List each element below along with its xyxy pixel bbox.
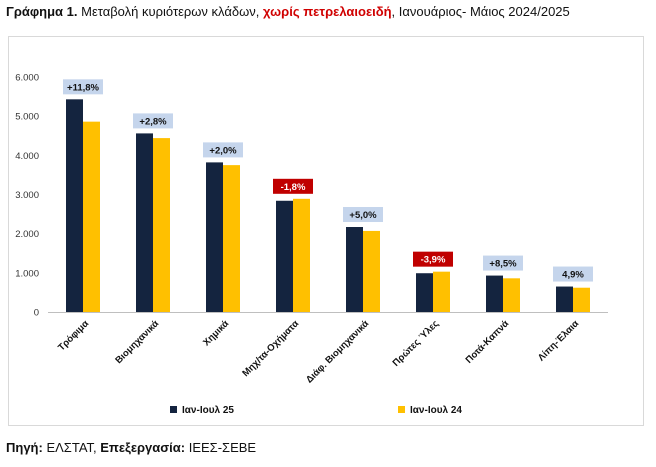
source-note: Πηγή: ΕΛΣΤΑΤ, Επεξεργασία: ΙΕΕΣ-ΣΕΒΕ	[6, 440, 256, 455]
bar-series2	[153, 138, 170, 312]
change-label: +8,5%	[489, 259, 517, 270]
bar-series2	[293, 198, 310, 312]
change-label: +2,0%	[209, 145, 237, 156]
chart-title-period: , Ιανουάριος- Μάιος 2024/2025	[391, 4, 570, 19]
bar-series1	[346, 227, 363, 312]
bar-series2	[503, 278, 520, 312]
y-tick-label: 0	[34, 308, 39, 319]
category-label: Βιομηχανικά	[113, 318, 161, 366]
bar-series1	[556, 286, 573, 312]
legend-label-series2: Ιαν-Ιουλ 24	[410, 405, 462, 416]
y-tick-label: 4.000	[15, 151, 39, 162]
category-label: Τρόφιμα	[56, 318, 91, 353]
y-tick-label: 6.000	[15, 73, 39, 84]
change-label-box	[553, 266, 593, 282]
chart-title-highlight: χωρίς πετρελαιοειδή	[262, 4, 392, 19]
bar-series2	[433, 271, 450, 312]
bar-series1	[136, 133, 153, 312]
y-tick-label: 1.000	[15, 268, 39, 279]
bar-series1	[486, 275, 503, 312]
bar-series1	[66, 99, 83, 312]
source-value: ΕΛΣΤΑΤ,	[42, 440, 101, 455]
category-label: Χημικά	[201, 318, 231, 348]
bar-series2	[573, 287, 590, 312]
source-label: Πηγή:	[6, 440, 43, 455]
change-label: +11,8%	[67, 82, 100, 93]
processing-label: Επεξεργασία:	[100, 440, 186, 455]
change-label: -3,9%	[421, 255, 446, 266]
category-label: Λίπη-Έλαια	[536, 318, 581, 363]
processing-value: ΙΕΕΣ-ΣΕΒΕ	[185, 440, 257, 455]
change-label: +2,8%	[139, 116, 167, 127]
change-label-box	[133, 113, 173, 129]
legend-label-series1: Ιαν-Ιουλ 25	[182, 405, 234, 416]
change-label: +5,0%	[349, 210, 377, 221]
chart-title-text: Μεταβολή κυριότερων κλάδων,	[77, 4, 263, 19]
change-label-box	[413, 251, 453, 267]
change-label-box	[63, 79, 103, 95]
change-label-box	[273, 178, 313, 194]
category-label: Μηχ/τα-Οχήματα	[240, 318, 301, 379]
change-label-box	[203, 142, 243, 158]
category-label: Διάφ. Βιομηχανικά	[304, 318, 371, 385]
bar-series1	[276, 200, 293, 312]
y-tick-label: 5.000	[15, 112, 39, 123]
chart-title: Γράφημα 1. Μεταβολή κυριότερων κλάδων, χ…	[6, 4, 570, 19]
category-label: Ποτά-Καπνά	[464, 318, 512, 366]
bar-series2	[363, 230, 380, 312]
y-tick-label: 3.000	[15, 190, 39, 201]
legend-swatch-series2	[398, 406, 405, 413]
bar-series1	[206, 162, 223, 312]
y-tick-label: 2.000	[15, 229, 39, 240]
chart-title-prefix: Γράφημα 1.	[6, 4, 78, 19]
chart-frame	[8, 36, 644, 426]
legend-swatch-series1	[170, 406, 177, 413]
category-label: Πρώτες Ύλες	[391, 318, 442, 369]
change-label: -1,8%	[281, 182, 306, 193]
change-label: 4,9%	[562, 270, 584, 281]
bar-series2	[223, 165, 240, 312]
change-label-box	[343, 207, 383, 223]
bar-series2	[83, 121, 100, 313]
change-label-box	[483, 255, 523, 271]
bar-series1	[416, 273, 433, 312]
